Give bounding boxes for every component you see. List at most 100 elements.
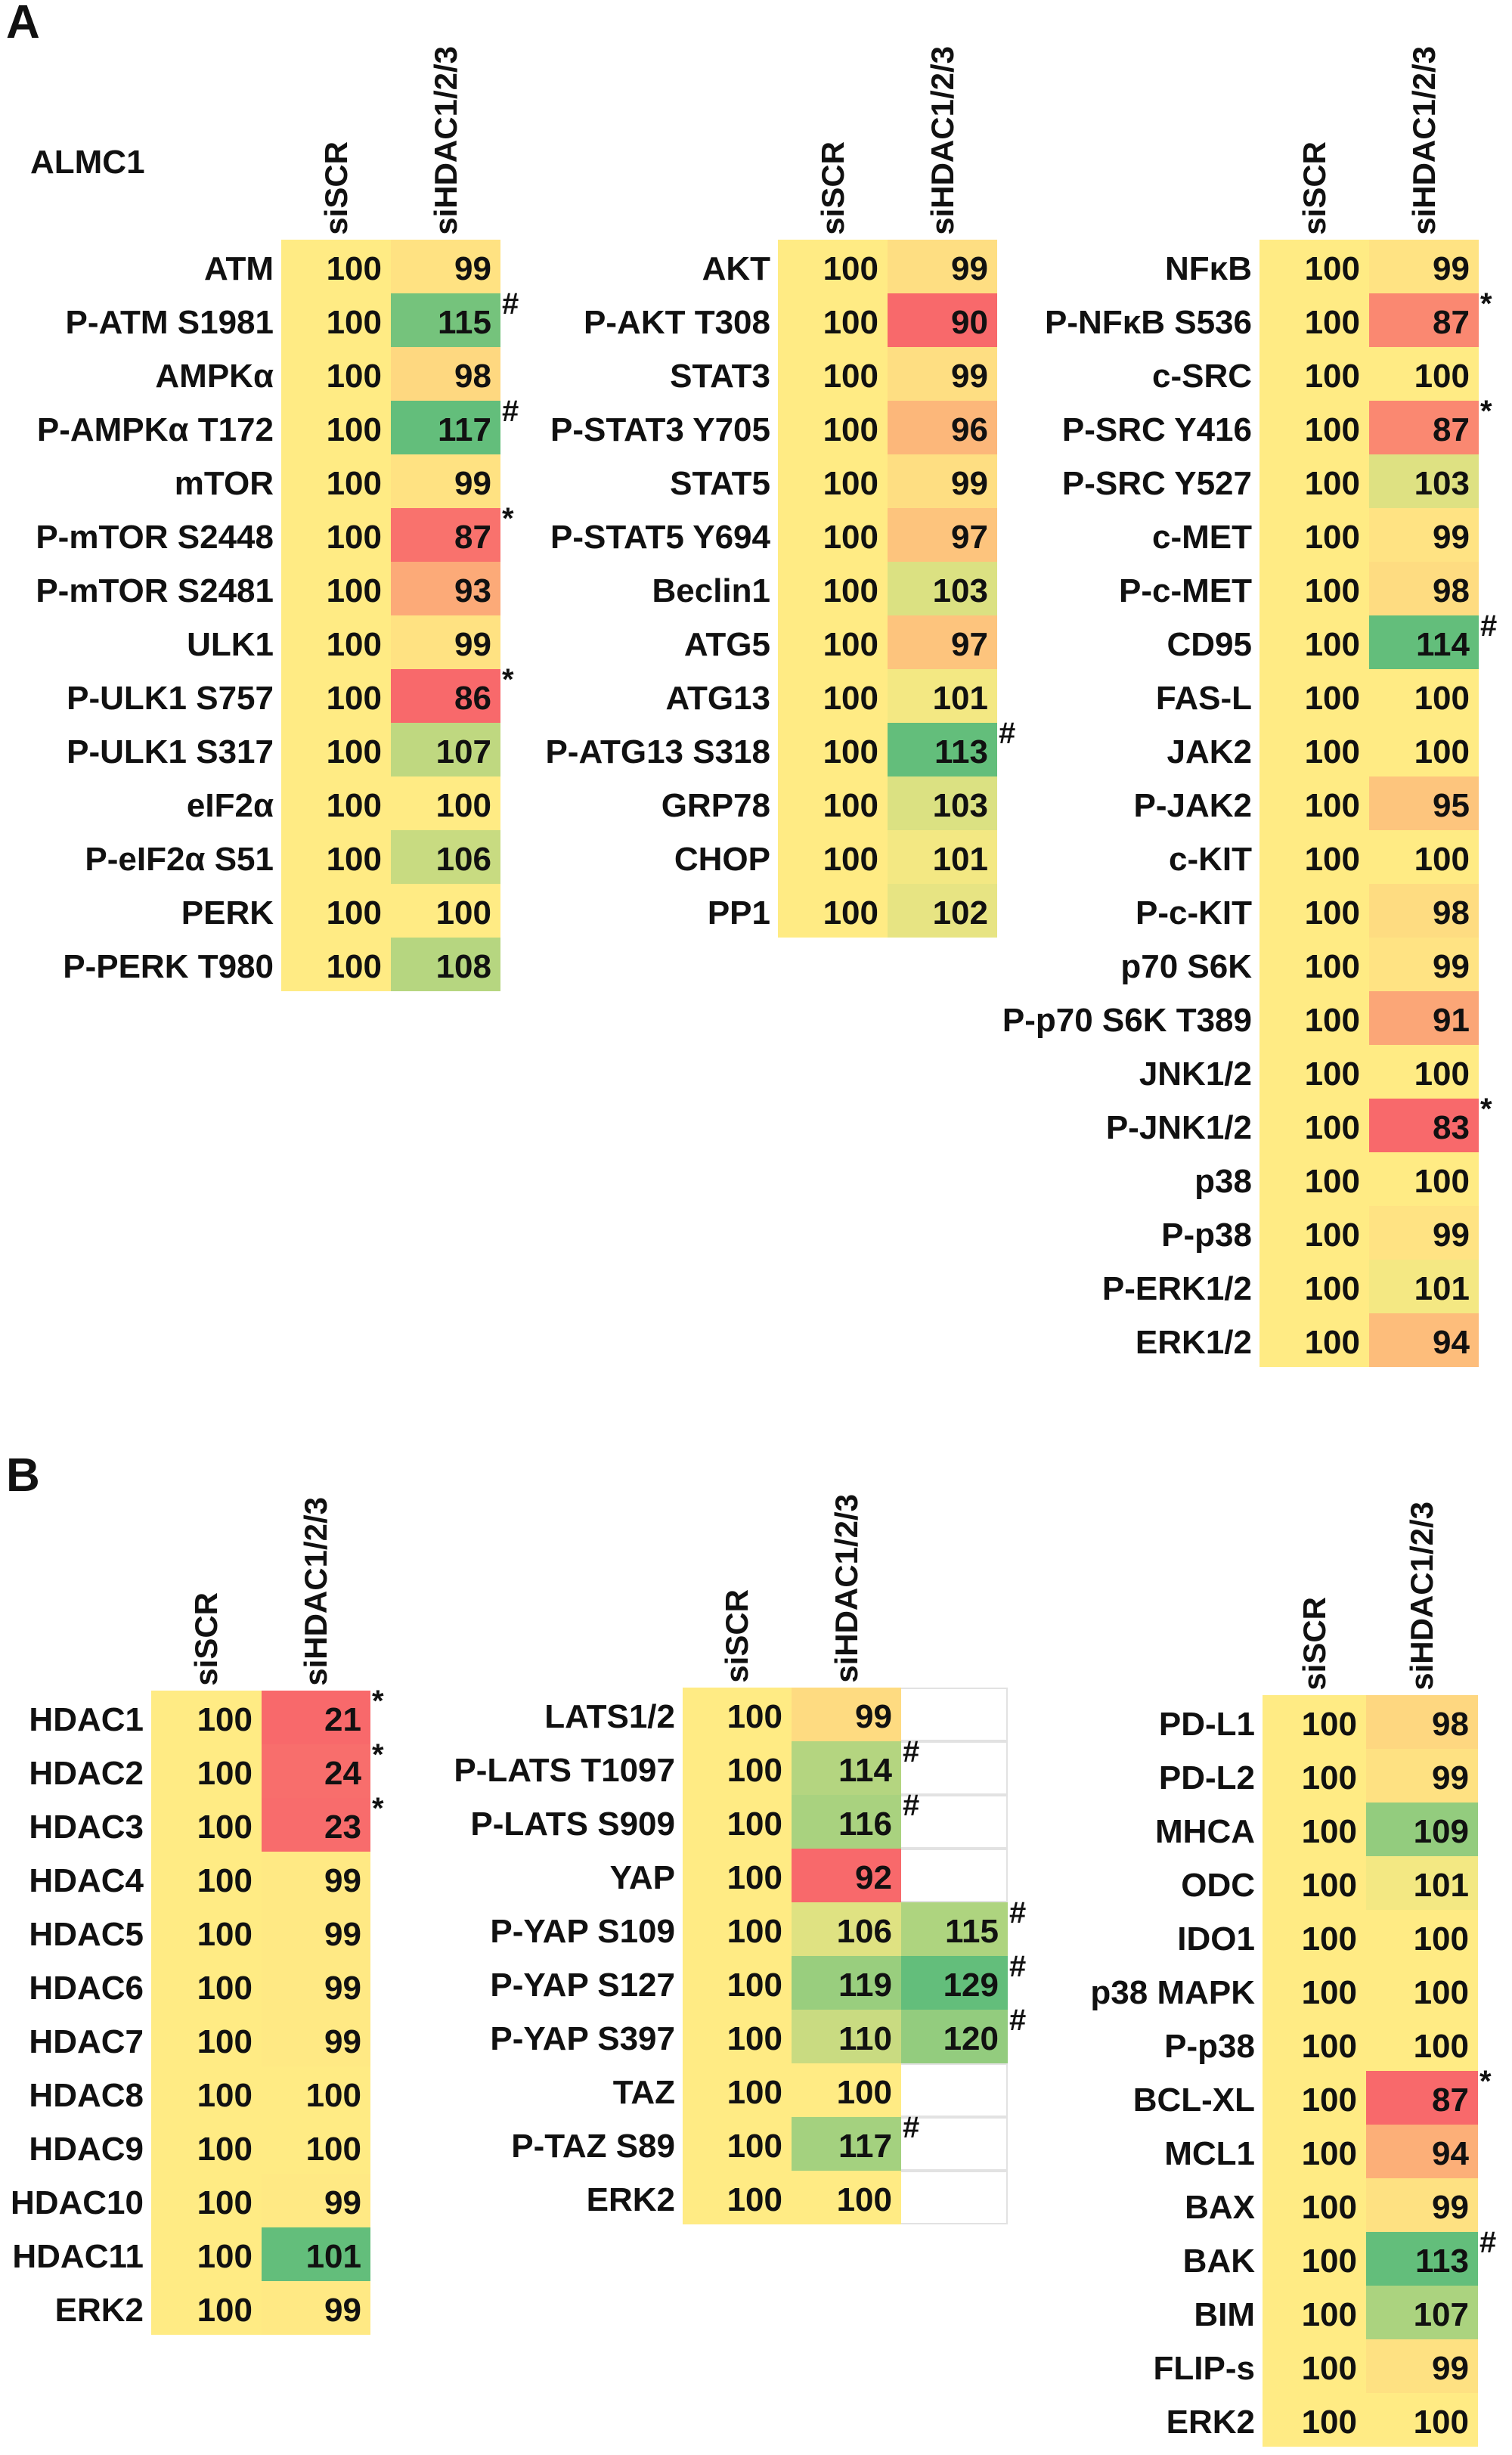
row-label: AMPKα [155, 358, 274, 395]
column-header: siSCR [719, 1589, 754, 1683]
heat-cell: 100 [778, 454, 888, 508]
heat-cell: 114 [792, 1741, 901, 1795]
heat-cell: 106 [792, 1902, 901, 1956]
heat-cell: 100 [151, 1691, 262, 1744]
heat-cell: 100 [683, 1956, 792, 2010]
heat-cell: 100 [1263, 2286, 1366, 2339]
heat-cell: 100 [778, 830, 888, 884]
heat-cell: 100 [1369, 1045, 1479, 1099]
heat-cell: 87 [391, 508, 500, 562]
heat-cell: 115 [391, 293, 500, 347]
heat-cell: 100 [151, 2174, 262, 2227]
heat-cell: 100 [778, 776, 888, 830]
row-label: P-mTOR S2448 [36, 519, 274, 556]
heat-cell: 100 [792, 2171, 901, 2224]
heat-cell: 100 [1259, 401, 1369, 454]
heat-cell: 100 [281, 776, 391, 830]
heat-cell: 93 [391, 562, 500, 615]
row-label: P-LATS S909 [470, 1806, 675, 1843]
heat-cell: 99 [888, 454, 997, 508]
heat-cell: 94 [1369, 1313, 1479, 1367]
heat-cell: 100 [683, 1849, 792, 1902]
heat-cell: 100 [281, 347, 391, 401]
heat-cell: 100 [1259, 938, 1369, 991]
heat-cell: 100 [1259, 776, 1369, 830]
column-header: siSCR [188, 1592, 224, 1686]
heat-cell: 100 [1259, 454, 1369, 508]
row-label: P-ERK1/2 [1101, 1270, 1252, 1307]
heat-cell: 103 [888, 562, 997, 615]
heat-cell: 100 [151, 1744, 262, 1798]
heat-cell: 100 [1259, 240, 1369, 293]
heat-cell: 98 [1369, 562, 1479, 615]
heat-cell: 100 [792, 2063, 901, 2117]
heat-cell: 99 [1369, 1206, 1479, 1260]
panel-label-b: B [6, 1449, 40, 1502]
heat-cell: 100 [151, 1798, 262, 1852]
significance-mark: # [999, 717, 1016, 750]
heat-cell: 100 [778, 669, 888, 723]
empty-cell [901, 1795, 1008, 1849]
row-label: P-YAP S127 [490, 1967, 675, 2004]
significance-mark: * [1480, 395, 1492, 428]
heat-cell: 100 [281, 562, 391, 615]
row-label: P-p38 [1161, 1217, 1252, 1254]
heat-cell: 100 [1263, 2071, 1366, 2125]
row-label: mTOR [174, 465, 274, 502]
heat-cell: 99 [391, 454, 500, 508]
heat-cell: 99 [888, 240, 997, 293]
row-label: P-TAZ S89 [511, 2128, 675, 2165]
heat-cell: 83 [1369, 1099, 1479, 1152]
row-label: AKT [702, 250, 770, 287]
heat-cell: 113 [888, 723, 997, 776]
heat-cell: 100 [281, 830, 391, 884]
row-label: P-AKT T308 [584, 304, 770, 341]
significance-mark: # [502, 287, 519, 321]
heat-cell: 98 [1366, 1695, 1478, 1749]
heat-cell: 100 [281, 723, 391, 776]
row-label: P-STAT3 Y705 [550, 411, 770, 448]
heat-cell: 100 [151, 1959, 262, 2013]
heat-cell: 115 [901, 1902, 1008, 1956]
significance-mark: * [502, 663, 514, 696]
row-label: P-mTOR S2481 [36, 572, 274, 609]
significance-mark: # [1480, 609, 1498, 643]
heat-cell: 100 [1263, 1749, 1366, 1803]
heat-cell: 116 [792, 1795, 901, 1849]
heat-cell: 100 [281, 508, 391, 562]
heat-cell: 100 [1259, 1152, 1369, 1206]
row-label: HDAC7 [29, 2023, 144, 2060]
heat-cell: 99 [1369, 240, 1479, 293]
significance-mark: # [1009, 1950, 1027, 1983]
heat-cell: 100 [1259, 1206, 1369, 1260]
heat-cell: 99 [391, 615, 500, 669]
heat-cell: 100 [151, 2281, 262, 2335]
heat-cell: 100 [1259, 562, 1369, 615]
heat-cell: 100 [151, 1852, 262, 1905]
row-label: p70 S6K [1120, 948, 1252, 985]
heat-cell: 100 [1369, 669, 1479, 723]
significance-mark: * [372, 1685, 384, 1718]
row-label: P-ULK1 S757 [67, 680, 274, 717]
heat-cell: 100 [683, 1741, 792, 1795]
significance-mark: # [502, 395, 519, 428]
heat-cell: 99 [262, 2281, 370, 2335]
column-header: siHDAC1/2/3 [828, 1494, 864, 1683]
significance-mark: * [1480, 1093, 1492, 1126]
heat-cell: 100 [391, 776, 500, 830]
heat-cell: 103 [888, 776, 997, 830]
heat-cell: 100 [1259, 1313, 1369, 1367]
column-header: siHDAC1/2/3 [1404, 1502, 1439, 1691]
empty-cell [901, 1688, 1008, 1741]
heat-cell: 100 [778, 508, 888, 562]
heat-cell: 100 [683, 1795, 792, 1849]
heat-cell: 100 [1369, 723, 1479, 776]
significance-mark: * [502, 502, 514, 535]
row-label: P-YAP S109 [490, 1913, 675, 1950]
heat-cell: 107 [391, 723, 500, 776]
heat-cell: 100 [281, 454, 391, 508]
row-label: p38 MAPK [1090, 1974, 1255, 2011]
heat-cell: 21 [262, 1691, 370, 1744]
row-label: JNK1/2 [1139, 1055, 1252, 1093]
column-header: siSCR [1296, 1597, 1332, 1691]
